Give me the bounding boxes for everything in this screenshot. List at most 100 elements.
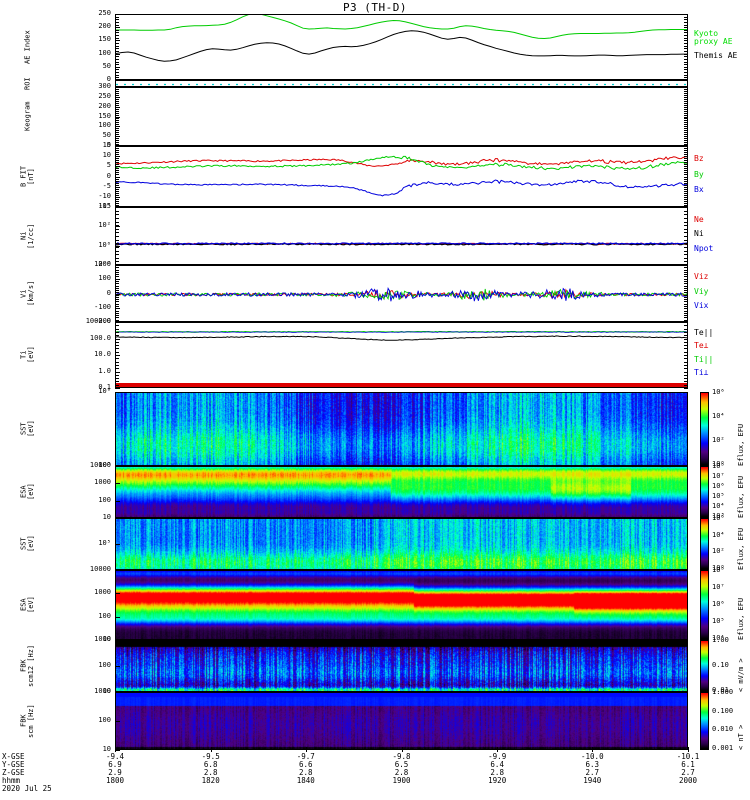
minor-tick <box>115 176 119 178</box>
ytick-ae-index: 200 <box>98 22 111 31</box>
minor-tick <box>115 358 119 360</box>
minor-tick <box>115 40 119 42</box>
panel-vi <box>115 265 688 322</box>
axis-value-z-gse: 2.8 <box>394 768 409 777</box>
minor-tick <box>684 328 688 330</box>
minor-tick <box>115 134 119 136</box>
minor-tick <box>115 283 119 285</box>
minor-tick <box>684 120 688 122</box>
minor-tick <box>115 94 119 96</box>
ytitle-vi: Vi [km/s] <box>19 280 35 307</box>
tick-mark <box>115 640 120 641</box>
minor-tick <box>115 87 119 88</box>
ytick-b-fit: 15 <box>102 141 111 149</box>
minor-tick <box>115 158 119 160</box>
minor-tick <box>684 19 688 21</box>
series-label: Vix <box>694 300 709 310</box>
ytick-b-fit: 10 <box>102 151 111 160</box>
ytick-b-fit: 0 <box>106 171 111 180</box>
colorbar-tick: 10² <box>712 436 725 444</box>
minor-tick <box>684 126 688 128</box>
minor-tick <box>684 278 688 280</box>
minor-tick <box>684 204 688 206</box>
tick-mark <box>115 544 120 545</box>
minor-tick <box>684 351 688 353</box>
tick-mark <box>115 593 120 595</box>
minor-tick <box>115 45 119 47</box>
minor-tick <box>115 378 119 380</box>
series-label: Bz <box>694 154 704 164</box>
series-label: Kyoto proxy AE <box>694 29 733 47</box>
minor-tick <box>115 50 119 52</box>
minor-tick <box>684 160 688 162</box>
colorbar-tick: 10⁴ <box>712 412 725 420</box>
ytick-ti: 1.0 <box>98 366 111 375</box>
minor-tick <box>684 112 688 114</box>
minor-tick <box>684 196 688 198</box>
tick-mark <box>115 692 120 693</box>
minor-tick <box>115 338 119 340</box>
colorbar-tick: 10⁵ <box>712 617 725 625</box>
minor-tick <box>684 56 688 58</box>
minor-tick <box>115 178 119 180</box>
ytick-ni: 10² <box>98 221 111 230</box>
minor-tick <box>115 124 119 126</box>
minor-tick <box>684 214 688 216</box>
ytick-b-fit: 5 <box>106 161 111 170</box>
minor-tick <box>115 285 119 287</box>
minor-tick <box>115 32 119 34</box>
axis-value-x-gse: -9.5 <box>201 752 220 761</box>
minor-tick <box>115 296 119 298</box>
axis-row-label: Y-GSE <box>2 760 25 769</box>
minor-tick <box>115 140 119 142</box>
tick-mark <box>115 721 120 722</box>
minor-tick <box>115 104 119 106</box>
series-label: Themis AE <box>694 51 738 60</box>
minor-tick <box>684 77 688 79</box>
axis-value-x-gse: -9.4 <box>105 752 125 761</box>
axis-value-z-gse: 2.8 <box>490 768 504 777</box>
minor-tick <box>684 306 688 308</box>
minor-tick <box>684 29 688 31</box>
tick-mark <box>115 226 120 228</box>
minor-tick <box>684 294 688 296</box>
colorbar-fbk-scm <box>700 692 709 750</box>
tick-mark <box>115 307 120 309</box>
tick-mark <box>115 518 120 519</box>
minor-tick <box>684 170 688 172</box>
minor-tick <box>684 102 688 104</box>
ytitle-roi: ROI <box>23 77 32 90</box>
minor-tick <box>684 108 688 110</box>
axis-value-z-gse: 2.7 <box>681 768 695 777</box>
minor-tick <box>115 24 119 26</box>
axis-row-label: Z-GSE <box>2 768 25 777</box>
minor-tick <box>684 118 688 120</box>
series-label: Ti|| <box>694 354 714 364</box>
minor-tick <box>684 274 688 276</box>
minor-tick <box>115 72 119 74</box>
minor-tick <box>115 221 119 223</box>
minor-tick <box>115 371 119 373</box>
minor-tick <box>684 148 688 150</box>
colorbar-title: < nT > <box>737 724 745 750</box>
minor-tick <box>684 106 688 108</box>
ytick-ni: 10⁴ <box>98 202 111 210</box>
minor-tick <box>684 207 688 208</box>
date-label: 2020 Jul 25 <box>2 784 52 793</box>
ytick-vi: -200 <box>94 317 111 325</box>
minor-tick <box>115 280 119 282</box>
ytick-fbk-scm12: 1000 <box>94 635 111 643</box>
minor-tick <box>684 198 688 200</box>
minor-tick <box>684 299 688 301</box>
minor-tick <box>684 114 688 116</box>
ytick-ni: 10⁰ <box>98 240 111 249</box>
minor-tick <box>115 174 119 176</box>
minor-tick <box>115 384 119 386</box>
minor-tick <box>684 50 688 52</box>
ytick-fbk-scm12: 10 <box>102 687 111 695</box>
minor-tick <box>684 122 688 124</box>
ytick-ti: 1000.0 <box>85 317 111 325</box>
panel-fbk-scm <box>115 692 688 750</box>
panel-roi <box>115 80 688 87</box>
minor-tick <box>684 221 688 223</box>
